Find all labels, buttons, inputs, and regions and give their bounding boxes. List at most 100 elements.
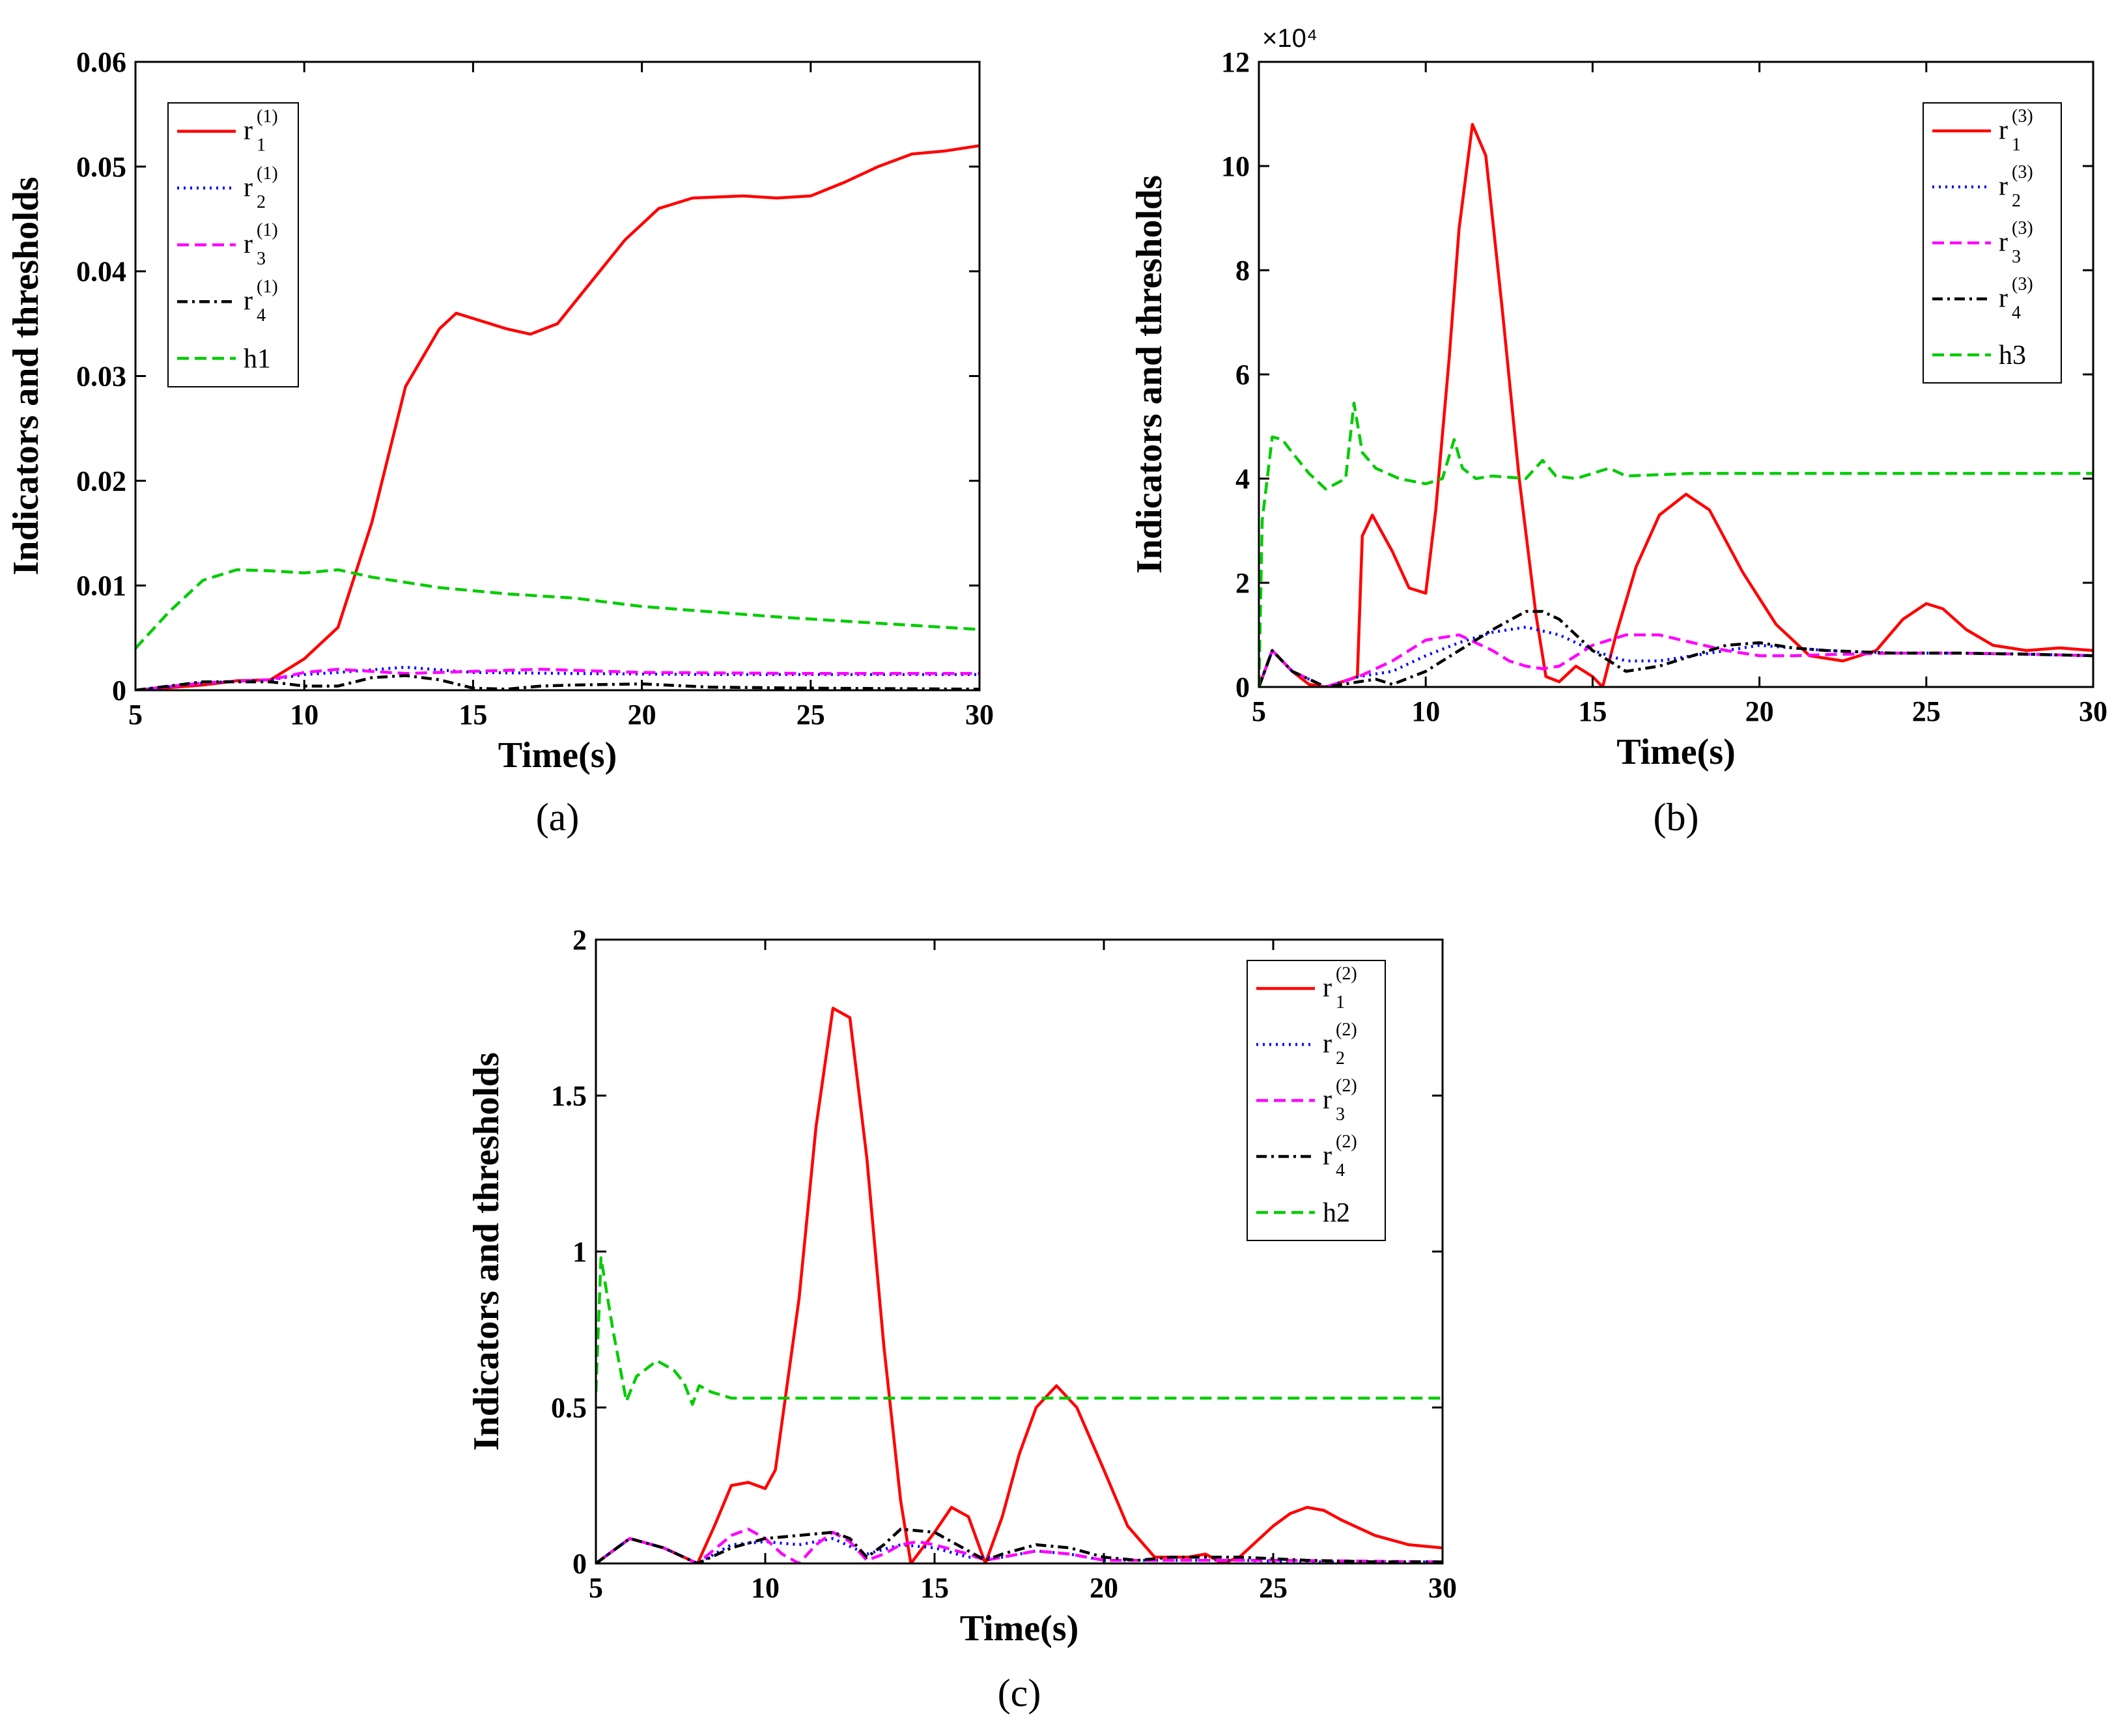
series-line-r3(2)	[596, 1528, 1443, 1563]
series-line-h3	[1259, 401, 2093, 687]
x-tick-label: 30	[965, 699, 994, 731]
x-tick-label: 25	[1259, 1572, 1288, 1604]
legend-label-r1(1): r	[244, 116, 253, 146]
legend-label-r1(3): r	[1999, 115, 2008, 145]
x-axis-label: Time(s)	[1616, 732, 1736, 772]
x-tick-label: 5	[1252, 695, 1266, 727]
y-axis-label: Indicators and thresholds	[6, 176, 46, 575]
y-tick-label: 12	[1221, 46, 1250, 78]
x-tick-label: 15	[920, 1572, 949, 1604]
y-tick-label: 0	[572, 1548, 587, 1580]
legend: r (2)1r (2)2r (2)3r (2)4h2	[1247, 960, 1386, 1241]
legend-label-r1(2): r	[1323, 973, 1332, 1003]
y-axis-label: Indicators and thresholds	[466, 1052, 507, 1451]
x-tick-label: 10	[1411, 695, 1440, 727]
legend-label-subscript: 1	[1336, 992, 1345, 1013]
y-tick-label: 0.03	[76, 361, 126, 393]
legend-label-superscript: (1)	[257, 163, 278, 184]
x-tick-label: 30	[1428, 1572, 1457, 1604]
legend-label-r3(3): r	[1999, 227, 2008, 257]
legend-label-r2(2): r	[1323, 1029, 1332, 1059]
y-axis-exponent: ×10⁴	[1262, 24, 1318, 53]
legend-label-subscript: 3	[1336, 1104, 1345, 1125]
legend-label-superscript: (1)	[257, 277, 278, 297]
y-tick-label: 4	[1235, 463, 1250, 495]
legend-label-r4(3): r	[1999, 283, 2008, 313]
legend-label-superscript: (1)	[257, 220, 278, 240]
legend-box	[1247, 960, 1386, 1241]
panel-label: (a)	[536, 796, 580, 839]
y-axis-label: Indicators and thresholds	[1129, 175, 1170, 574]
x-tick-label: 15	[458, 699, 487, 731]
y-tick-label: 0	[1235, 671, 1250, 703]
x-tick-label: 25	[796, 699, 825, 731]
x-axis-label: Time(s)	[960, 1608, 1079, 1649]
y-tick-label: 10	[1221, 150, 1250, 182]
legend-label-superscript: (2)	[1336, 1020, 1357, 1040]
legend-label-r4(2): r	[1323, 1141, 1332, 1171]
series-line-r1(1)	[135, 144, 979, 690]
legend-label-subscript: 3	[257, 249, 266, 269]
y-tick-label: 2	[1235, 567, 1250, 599]
y-tick-label: 0	[112, 675, 126, 707]
x-tick-label: 15	[1578, 695, 1607, 727]
legend-label-r2(3): r	[1999, 171, 2008, 201]
legend: r (3)1r (3)2r (3)3r (3)4h3	[1923, 102, 2062, 384]
legend-label-subscript: 1	[257, 135, 266, 156]
y-tick-label: 2	[572, 924, 587, 956]
legend-label-h3: h3	[1999, 341, 2026, 371]
chart-panel-c: 5 10 15 20 25 30 0 0.5 1 1.5 2 Time(s) Indicators …	[466, 924, 1457, 1715]
x-tick-label: 20	[1745, 695, 1774, 727]
y-tick-label: 0.06	[76, 46, 126, 78]
legend-label-superscript: (3)	[2012, 106, 2033, 126]
series-line-r1(2)	[596, 1007, 1443, 1563]
legend-label-superscript: (3)	[2012, 162, 2033, 182]
x-tick-label: 5	[589, 1572, 603, 1604]
legend-label-h1: h1	[244, 344, 271, 374]
legend-label-r3(1): r	[244, 229, 253, 259]
legend-label-subscript: 4	[1336, 1160, 1345, 1181]
y-tick-label: 0.5	[551, 1392, 587, 1424]
legend-label-h2: h2	[1323, 1198, 1350, 1228]
legend-label-superscript: (2)	[1336, 1076, 1357, 1096]
x-axis-label: Time(s)	[498, 735, 617, 776]
legend-label-subscript: 2	[2012, 191, 2021, 211]
panel-label: (b)	[1654, 796, 1699, 839]
legend-label-subscript: 3	[2012, 247, 2021, 267]
legend-label-r2(1): r	[244, 173, 253, 203]
panel-label: (c)	[998, 1672, 1041, 1715]
series-line-r3(3)	[1259, 633, 2093, 687]
x-tick-label: 25	[1912, 695, 1941, 727]
legend-label-subscript: 1	[2012, 135, 2021, 155]
series-line-r4(3)	[1259, 609, 2093, 687]
series-line-h1	[135, 568, 979, 650]
legend-box	[1923, 102, 2062, 384]
x-tick-label: 5	[128, 699, 143, 731]
legend-label-superscript: (2)	[1336, 964, 1357, 984]
x-tick-label: 10	[290, 699, 318, 731]
series-line-r1(3)	[1259, 122, 2093, 687]
series-line-r2(3)	[1259, 625, 2093, 687]
y-tick-label: 1.5	[551, 1080, 587, 1112]
series-line-r4(1)	[135, 674, 979, 690]
legend-label-subscript: 4	[257, 305, 266, 326]
legend-label-superscript: (3)	[2012, 274, 2033, 294]
legend: r (1)1r (1)2r (1)3r (1)4h1	[167, 102, 299, 387]
y-tick-label: 0.01	[76, 570, 126, 602]
x-tick-label: 20	[628, 699, 656, 731]
y-tick-label: 0.05	[76, 151, 126, 183]
legend-label-superscript: (1)	[257, 107, 278, 127]
x-tick-label: 20	[1090, 1572, 1118, 1604]
legend-label-subscript: 2	[1336, 1048, 1345, 1069]
legend-label-superscript: (2)	[1336, 1132, 1357, 1152]
legend-label-r4(1): r	[244, 286, 253, 316]
y-tick-label: 8	[1235, 255, 1250, 287]
legend-label-subscript: 4	[2012, 303, 2021, 323]
series-line-h2	[596, 1256, 1443, 1406]
series-line-r2(2)	[596, 1537, 1443, 1563]
x-tick-label: 30	[2079, 695, 2107, 727]
legend-label-r3(2): r	[1323, 1085, 1332, 1115]
x-tick-label: 10	[751, 1572, 780, 1604]
